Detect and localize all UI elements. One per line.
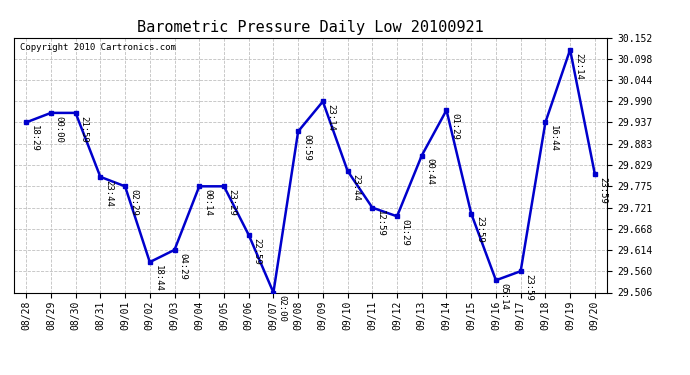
Text: 21:59: 21:59 [79,116,88,142]
Text: 00:00: 00:00 [55,116,63,142]
Text: 18:29: 18:29 [30,125,39,152]
Text: Copyright 2010 Cartronics.com: Copyright 2010 Cartronics.com [20,43,176,52]
Title: Barometric Pressure Daily Low 20100921: Barometric Pressure Daily Low 20100921 [137,20,484,35]
Text: 23:59: 23:59 [599,177,608,204]
Text: 02:29: 02:29 [129,189,138,216]
Text: 22:59: 22:59 [253,238,262,264]
Text: 01:29: 01:29 [451,113,460,140]
Text: 02:00: 02:00 [277,295,286,322]
Text: 23:29: 23:29 [228,189,237,216]
Text: 23:44: 23:44 [104,180,113,207]
Text: 00:14: 00:14 [203,189,212,216]
Text: 22:14: 22:14 [574,53,583,80]
Text: 18:44: 18:44 [154,265,163,292]
Text: 00:44: 00:44 [426,158,435,185]
Text: 04:29: 04:29 [178,253,188,279]
Text: 23:59: 23:59 [475,216,484,243]
Text: 00:59: 00:59 [302,134,311,161]
Text: 23:14: 23:14 [326,104,336,131]
Text: 23:44: 23:44 [351,174,360,201]
Text: 23:59: 23:59 [524,274,533,301]
Text: 05:14: 05:14 [500,283,509,310]
Text: 01:29: 01:29 [401,219,410,246]
Text: 12:59: 12:59 [376,210,385,237]
Text: 16:44: 16:44 [549,125,558,152]
